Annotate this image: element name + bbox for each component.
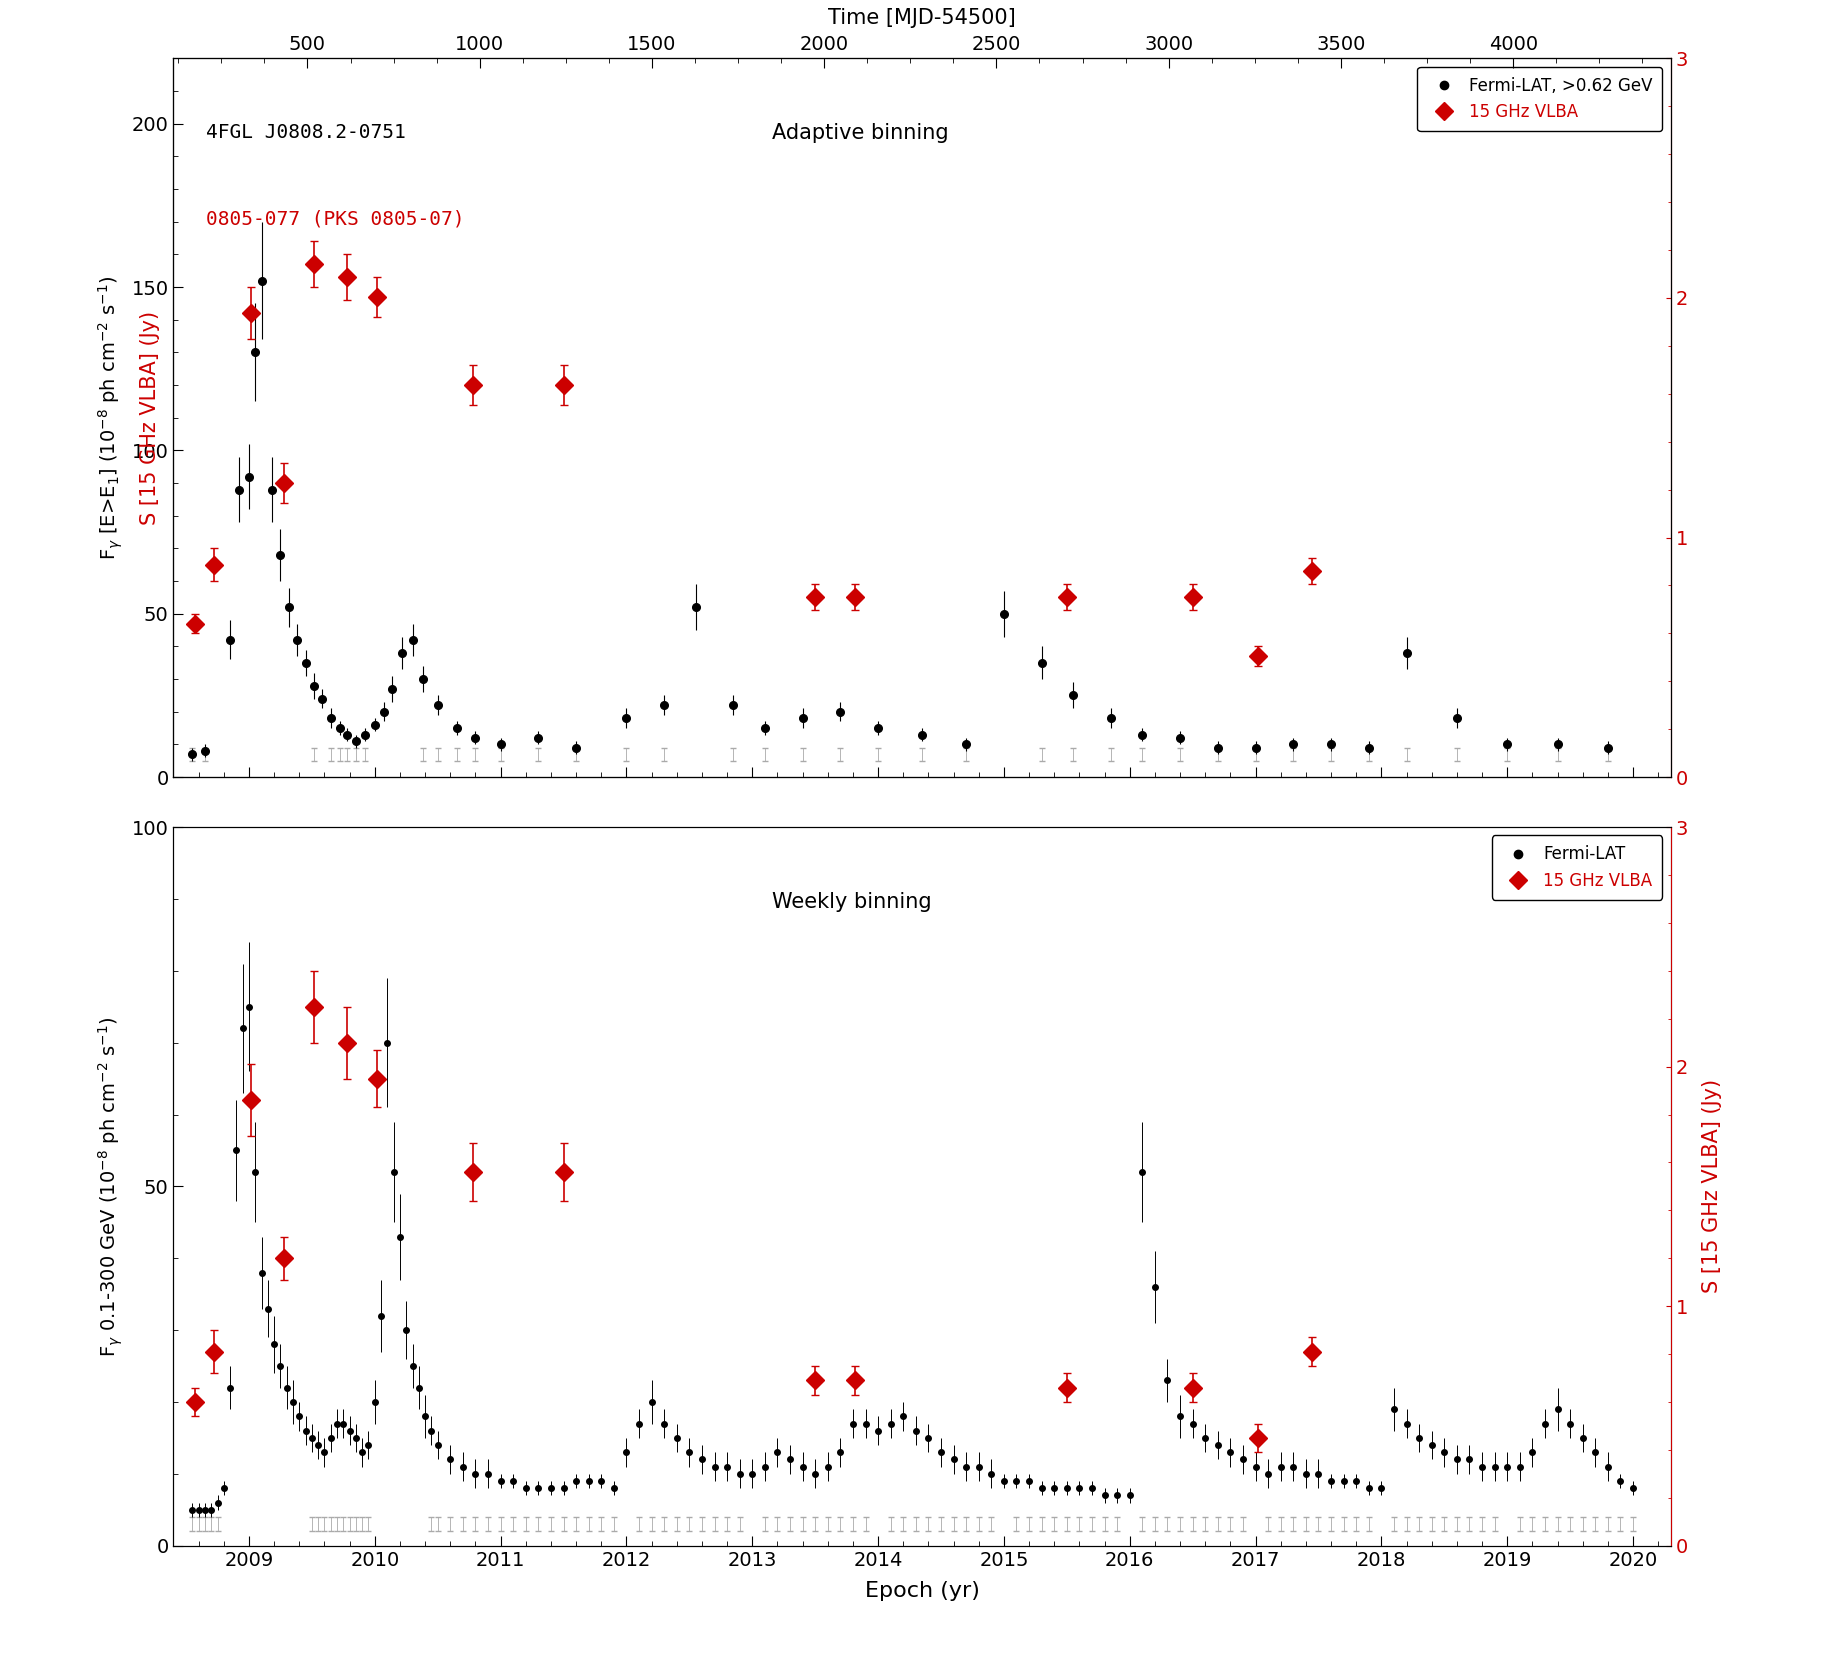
X-axis label: Time [MJD-54500]: Time [MJD-54500] (829, 7, 1015, 27)
Y-axis label: S [15 GHz VLBA] (Jy): S [15 GHz VLBA] (Jy) (1702, 1079, 1722, 1293)
X-axis label: Epoch (yr): Epoch (yr) (866, 1581, 979, 1601)
Text: Weekly binning: Weekly binning (772, 892, 931, 912)
Text: 0805-077 (PKS 0805-07): 0805-077 (PKS 0805-07) (206, 209, 466, 229)
Text: Adaptive binning: Adaptive binning (772, 124, 950, 144)
Y-axis label: F$_\gamma$ 0.1-300 GeV (10$^{-8}$ ph cm$^{-2}$ s$^{-1}$): F$_\gamma$ 0.1-300 GeV (10$^{-8}$ ph cm$… (97, 1016, 124, 1357)
Legend: Fermi-LAT, >0.62 GeV, 15 GHz VLBA: Fermi-LAT, >0.62 GeV, 15 GHz VLBA (1417, 67, 1662, 130)
Y-axis label: S [15 GHz VLBA] (Jy): S [15 GHz VLBA] (Jy) (139, 311, 159, 525)
Legend: Fermi-LAT, 15 GHz VLBA: Fermi-LAT, 15 GHz VLBA (1492, 836, 1662, 899)
Y-axis label: F$_\gamma$ [E>E$_1$] (10$^{-8}$ ph cm$^{-2}$ s$^{-1}$): F$_\gamma$ [E>E$_1$] (10$^{-8}$ ph cm$^{… (97, 276, 124, 560)
Text: 4FGL J0808.2-0751: 4FGL J0808.2-0751 (206, 124, 405, 142)
